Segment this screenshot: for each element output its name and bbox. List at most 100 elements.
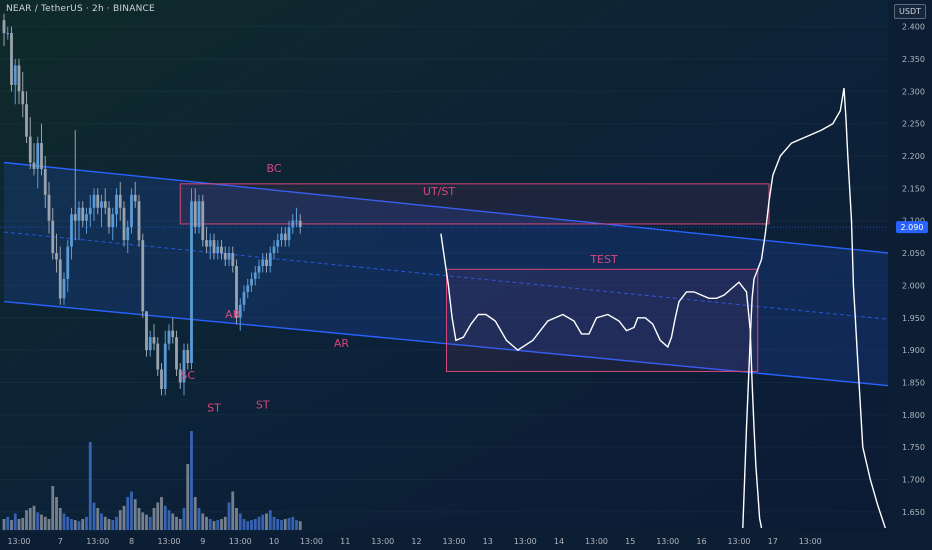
volume-bar [223,516,227,530]
candle [55,233,58,273]
candle [141,233,145,318]
projection-path-left [440,233,763,529]
candle [216,240,220,260]
volume-bar [295,520,298,530]
candle [272,240,276,260]
annotation-label: TEST [589,253,618,266]
channel-upper-line [3,161,890,254]
candle-body [253,272,257,279]
candle-body [43,168,47,195]
time-axis[interactable]: 13:00 7 13:00 8 13:00 9 13:00 10 13:00 11 13:00 12 1… [0,532,888,550]
time-tick-label: 12 [411,537,421,546]
volume-bar [246,521,250,530]
volume-bar [167,510,171,530]
volume-bar [51,486,55,530]
current-price-box [896,221,928,234]
price-tick-label: 2.300 [902,87,925,96]
volume-bar [25,510,28,530]
candle-body [6,33,10,35]
candle-body [133,194,137,202]
candle [73,130,77,241]
volume-bar [175,516,178,530]
candle [36,136,40,189]
volume-bar [32,505,36,530]
projection-paths [440,87,886,529]
candle-body [47,194,51,221]
candle-body [32,162,36,169]
candle-body [242,291,246,305]
volume-bar [190,431,193,530]
range-zones [179,183,770,372]
volume-bar [220,519,223,530]
price-tick-label: 2.150 [902,184,925,193]
volume-bar [81,519,85,530]
time-tick-label: 8 [129,537,134,546]
time-tick-label: 13:00 [86,537,109,546]
time-tick-label: 7 [58,537,63,546]
volume-bar [17,519,21,530]
candle [88,194,92,228]
candle [246,278,250,299]
candle [28,117,32,169]
candle [77,201,81,241]
candle-body [122,207,126,241]
annotation-label: AR [334,337,350,350]
volume-bar [21,517,25,530]
candle-body [276,240,280,247]
volume-bar [137,508,141,530]
candle [40,123,43,176]
time-tick-label: 13:00 [514,537,537,546]
candle-body [238,304,242,318]
price-tick-label: 2.250 [902,120,925,129]
time-tick-label: 13:00 [442,537,465,546]
candle [190,188,193,370]
candle [261,253,265,273]
currency-badge[interactable]: USDT [894,4,926,19]
price-axis[interactable]: 2.4002.3502.3002.2502.2002.1502.1002.050… [888,0,932,550]
price-tick-label: 2.050 [902,249,925,258]
volume-bar [118,510,122,530]
candle [122,201,126,247]
candle-body [160,369,163,389]
time-tick-label: 10 [269,537,279,546]
time-tick-label: 13:00 [799,537,822,546]
time-tick-label: 13 [483,537,493,546]
time-tick-label: 13:00 [585,537,608,546]
candle [111,207,115,241]
time-axis-bg [0,532,888,550]
candle [100,194,103,228]
candle-body [223,253,227,260]
symbol-title[interactable]: NEAR / TetherUS · 2h · BINANCE [6,4,155,14]
price-tick-label: 1.950 [902,314,925,323]
candle [298,214,302,234]
candle [118,181,122,221]
annotation-label: BC [266,162,281,175]
candle [276,233,280,254]
candle [115,188,118,228]
time-tick-label: 14 [554,537,564,546]
candle-body [182,350,186,383]
annotation-label: UT/ST [423,185,455,198]
volume-bar [163,505,167,530]
grid-lines [0,26,888,513]
volume-bar [13,513,17,530]
candle [220,240,223,260]
annotation-label: ST [207,402,221,415]
price-tick-label: 1.700 [902,475,925,484]
candle [193,188,197,234]
candle [265,253,268,273]
candle-body [261,259,265,266]
volume-bar [88,442,92,530]
candle-body [283,233,287,241]
candle-body [73,214,77,221]
candle [208,233,212,260]
candle [70,207,73,260]
candle [2,13,6,47]
annotation-label: AR [225,308,241,321]
candle [201,194,205,247]
candle-body [250,278,253,286]
candle-body [272,246,276,254]
volume-bar [66,516,70,530]
time-tick-label: 15 [625,537,635,546]
